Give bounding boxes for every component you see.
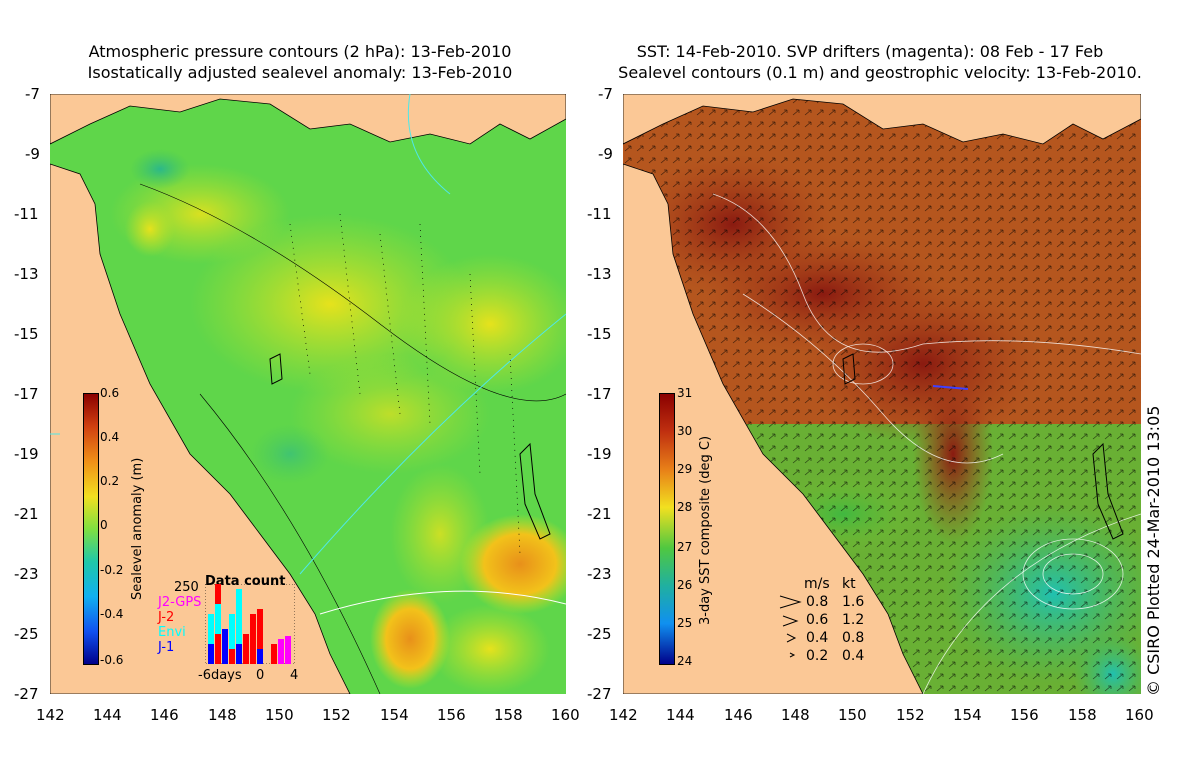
- sla-map: [50, 94, 566, 694]
- sst-tick-4: 27: [677, 540, 693, 554]
- sst-tick-1: 30: [677, 424, 693, 438]
- right-lat-label: -15: [587, 325, 612, 343]
- right-lon-label: 150: [838, 706, 867, 724]
- data-count-xlabel-end: 4: [290, 668, 299, 683]
- data-count-title: Data count: [205, 574, 286, 589]
- data-count-max: 250: [174, 580, 199, 595]
- left-lat-label: -11: [14, 205, 39, 223]
- sst-tick-5: 26: [677, 578, 693, 592]
- velocity-row-3-ms: 0.2: [806, 648, 829, 664]
- new-guinea-land: [50, 94, 566, 145]
- sla-tick-3: 0: [100, 518, 108, 532]
- right-lat-label: -9: [598, 145, 613, 163]
- left-lon-label: 156: [437, 706, 466, 724]
- mission-envi: Envi: [158, 625, 186, 640]
- right-lon-label: 144: [666, 706, 695, 724]
- mission-j1: J-1: [158, 640, 175, 655]
- velocity-row-0-ms: 0.8: [806, 594, 829, 610]
- sla-colorbar-title: Sealevel anomaly (m): [130, 457, 145, 600]
- left-lon-label: 160: [551, 706, 580, 724]
- velocity-row-0-kt: 1.6: [842, 594, 865, 610]
- left-lon-label: 146: [150, 706, 179, 724]
- right-lat-label: -27: [587, 685, 612, 703]
- sla-tick-2: 0.2: [100, 474, 120, 488]
- sla-tick-6: -0.6: [100, 653, 124, 667]
- left-lat-label: -15: [14, 325, 39, 343]
- sla-tick-4: -0.2: [100, 563, 124, 577]
- velocity-row-1-kt: 1.2: [842, 612, 865, 628]
- left-lat-label: -9: [25, 145, 40, 163]
- right-lat-label: -7: [598, 85, 613, 103]
- left-lat-label: -19: [14, 445, 39, 463]
- sla-tick-1: 0.4: [100, 430, 120, 444]
- right-title-line1: SST: 14-Feb-2010. SVP drifters (magenta)…: [636, 42, 1104, 61]
- right-lon-label: 158: [1068, 706, 1097, 724]
- sla-map-panel: [50, 94, 566, 694]
- right-lat-label: -25: [587, 625, 612, 643]
- right-lon-label: 152: [896, 706, 925, 724]
- queensland-land: [50, 163, 351, 694]
- mission-j2gps: J2-GPS: [158, 595, 202, 610]
- left-title-line1: Atmospheric pressure contours (2 hPa): 1…: [88, 42, 512, 61]
- sst-new-guinea-land: [623, 94, 1141, 145]
- sst-map: [623, 94, 1141, 694]
- left-lat-label: -7: [25, 85, 40, 103]
- sst-tick-0: 31: [677, 386, 693, 400]
- sst-tick-7: 24: [677, 654, 693, 668]
- right-lat-label: -17: [587, 385, 612, 403]
- sst-queensland-land: [623, 163, 924, 694]
- left-title-line2: Isostatically adjusted sealevel anomaly:…: [87, 63, 513, 82]
- left-lat-label: -23: [14, 565, 39, 583]
- right-lat-label: -19: [587, 445, 612, 463]
- left-lat-label: -21: [14, 505, 39, 523]
- left-lat-label: -27: [14, 685, 39, 703]
- left-lon-label: 158: [494, 706, 523, 724]
- sst-tick-2: 29: [677, 462, 693, 476]
- data-count-xlabel-start: -6days: [198, 668, 242, 683]
- left-lon-label: 142: [36, 706, 65, 724]
- right-lat-label: -21: [587, 505, 612, 523]
- velocity-row-2-kt: 0.8: [842, 630, 865, 646]
- left-lat-label: -17: [14, 385, 39, 403]
- data-count-xlabel-zero: 0: [256, 668, 265, 683]
- velocity-row-1-ms: 0.6: [806, 612, 829, 628]
- velocity-legend-kt-header: kt: [842, 576, 856, 592]
- velocity-row-2-ms: 0.4: [806, 630, 829, 646]
- sst-tick-3: 28: [677, 500, 693, 514]
- right-lon-label: 142: [609, 706, 638, 724]
- velocity-row-3-kt: 0.4: [842, 648, 865, 664]
- left-lon-label: 150: [265, 706, 294, 724]
- left-lat-label: -25: [14, 625, 39, 643]
- sst-tick-6: 25: [677, 616, 693, 630]
- right-lon-label: 160: [1125, 706, 1154, 724]
- svp-drifter-track: [932, 385, 969, 390]
- left-lon-label: 152: [322, 706, 351, 724]
- sst-colorbar-title: 3-day SST composite (deg C): [698, 435, 713, 625]
- left-lon-label: 144: [93, 706, 122, 724]
- sst-colorbar: [659, 393, 675, 665]
- left-lon-label: 148: [208, 706, 237, 724]
- left-lon-label: 154: [380, 706, 409, 724]
- velocity-legend-arrows: [779, 595, 802, 658]
- velocity-legend-ms-header: m/s: [804, 576, 830, 592]
- right-lon-label: 146: [724, 706, 753, 724]
- data-count-histogram: [205, 584, 295, 664]
- sst-map-panel: [623, 94, 1141, 694]
- credit-text: © CSIRO Plotted 24-Mar-2010 13:05: [1144, 405, 1163, 696]
- sla-tick-0: 0.6: [100, 386, 120, 400]
- right-lat-label: -23: [587, 565, 612, 583]
- right-lon-label: 154: [953, 706, 982, 724]
- mission-j2: J-2: [158, 610, 175, 625]
- sla-tick-5: -0.4: [100, 607, 124, 621]
- sla-colorbar: [83, 393, 99, 665]
- left-lat-label: -13: [14, 265, 39, 283]
- right-lat-label: -13: [587, 265, 612, 283]
- right-lat-label: -11: [587, 205, 612, 223]
- right-lon-label: 148: [781, 706, 810, 724]
- right-lon-label: 156: [1010, 706, 1039, 724]
- right-title-line2: Sealevel contours (0.1 m) and geostrophi…: [618, 63, 1142, 82]
